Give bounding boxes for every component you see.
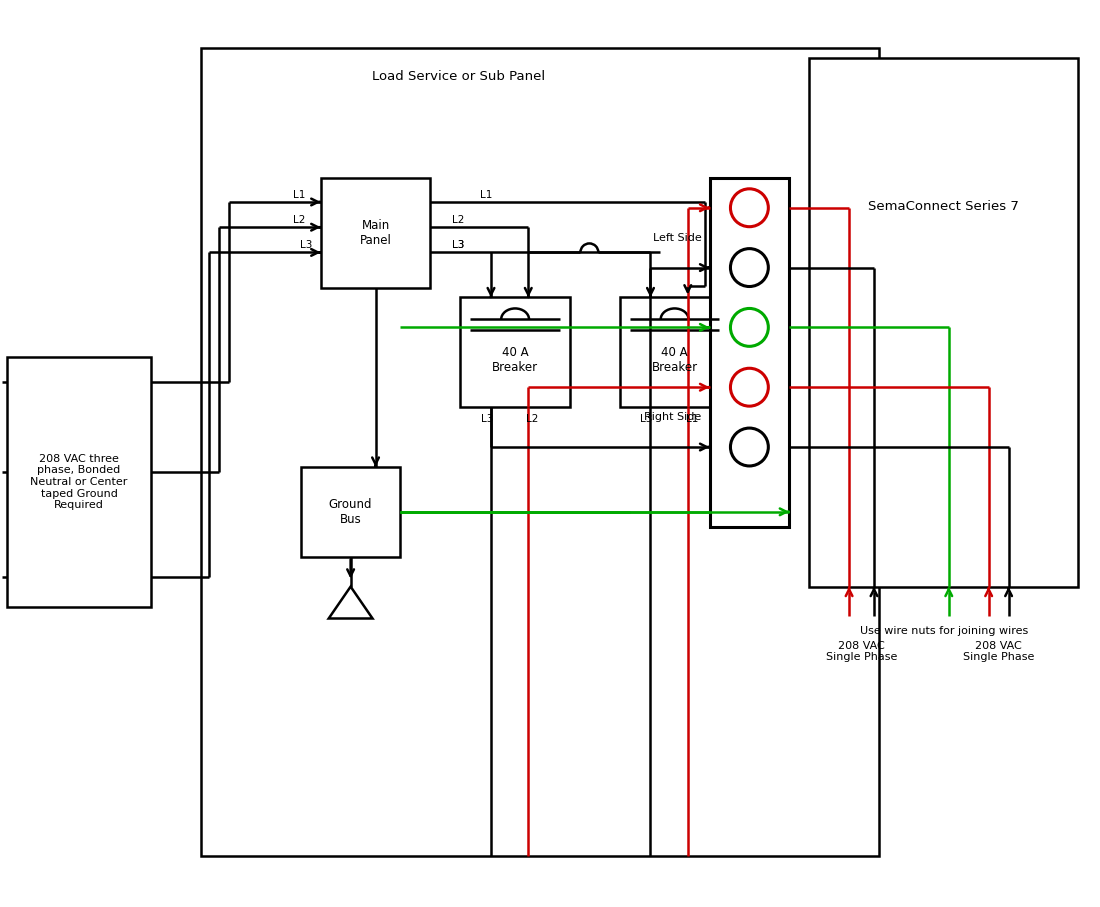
Bar: [810, 58, 1078, 587]
Text: SemaConnect Series 7: SemaConnect Series 7: [868, 200, 1020, 212]
Text: Ground
Bus: Ground Bus: [329, 498, 373, 526]
Bar: [619, 297, 729, 407]
Text: L2: L2: [526, 414, 538, 424]
Text: L3: L3: [481, 414, 493, 424]
Text: 40 A
Breaker: 40 A Breaker: [651, 346, 697, 375]
Text: L3: L3: [300, 240, 312, 250]
Text: Load Service or Sub Panel: Load Service or Sub Panel: [372, 70, 546, 83]
Bar: [300, 467, 400, 557]
Bar: [321, 178, 430, 288]
Bar: [710, 178, 790, 527]
Text: L3: L3: [452, 240, 464, 250]
Text: Right Side: Right Side: [645, 412, 702, 422]
Text: L1: L1: [685, 414, 698, 424]
Text: L1: L1: [294, 190, 306, 200]
Text: Left Side: Left Side: [652, 233, 702, 243]
Text: 208 VAC
Single Phase: 208 VAC Single Phase: [826, 640, 898, 662]
Text: L2: L2: [294, 215, 306, 225]
Text: 208 VAC three
phase, Bonded
Neutral or Center
taped Ground
Required: 208 VAC three phase, Bonded Neutral or C…: [31, 454, 128, 510]
Text: Use wire nuts for joining wires: Use wire nuts for joining wires: [860, 627, 1027, 637]
Text: 40 A
Breaker: 40 A Breaker: [492, 346, 538, 375]
Bar: [7, 357, 151, 607]
Text: Main
Panel: Main Panel: [360, 219, 392, 247]
Bar: [460, 297, 570, 407]
Text: 208 VAC
Single Phase: 208 VAC Single Phase: [962, 640, 1034, 662]
Text: L3: L3: [640, 414, 652, 424]
Bar: [201, 48, 879, 856]
Text: L2: L2: [452, 215, 464, 225]
Text: L3: L3: [452, 240, 464, 250]
Text: L1: L1: [481, 190, 493, 200]
